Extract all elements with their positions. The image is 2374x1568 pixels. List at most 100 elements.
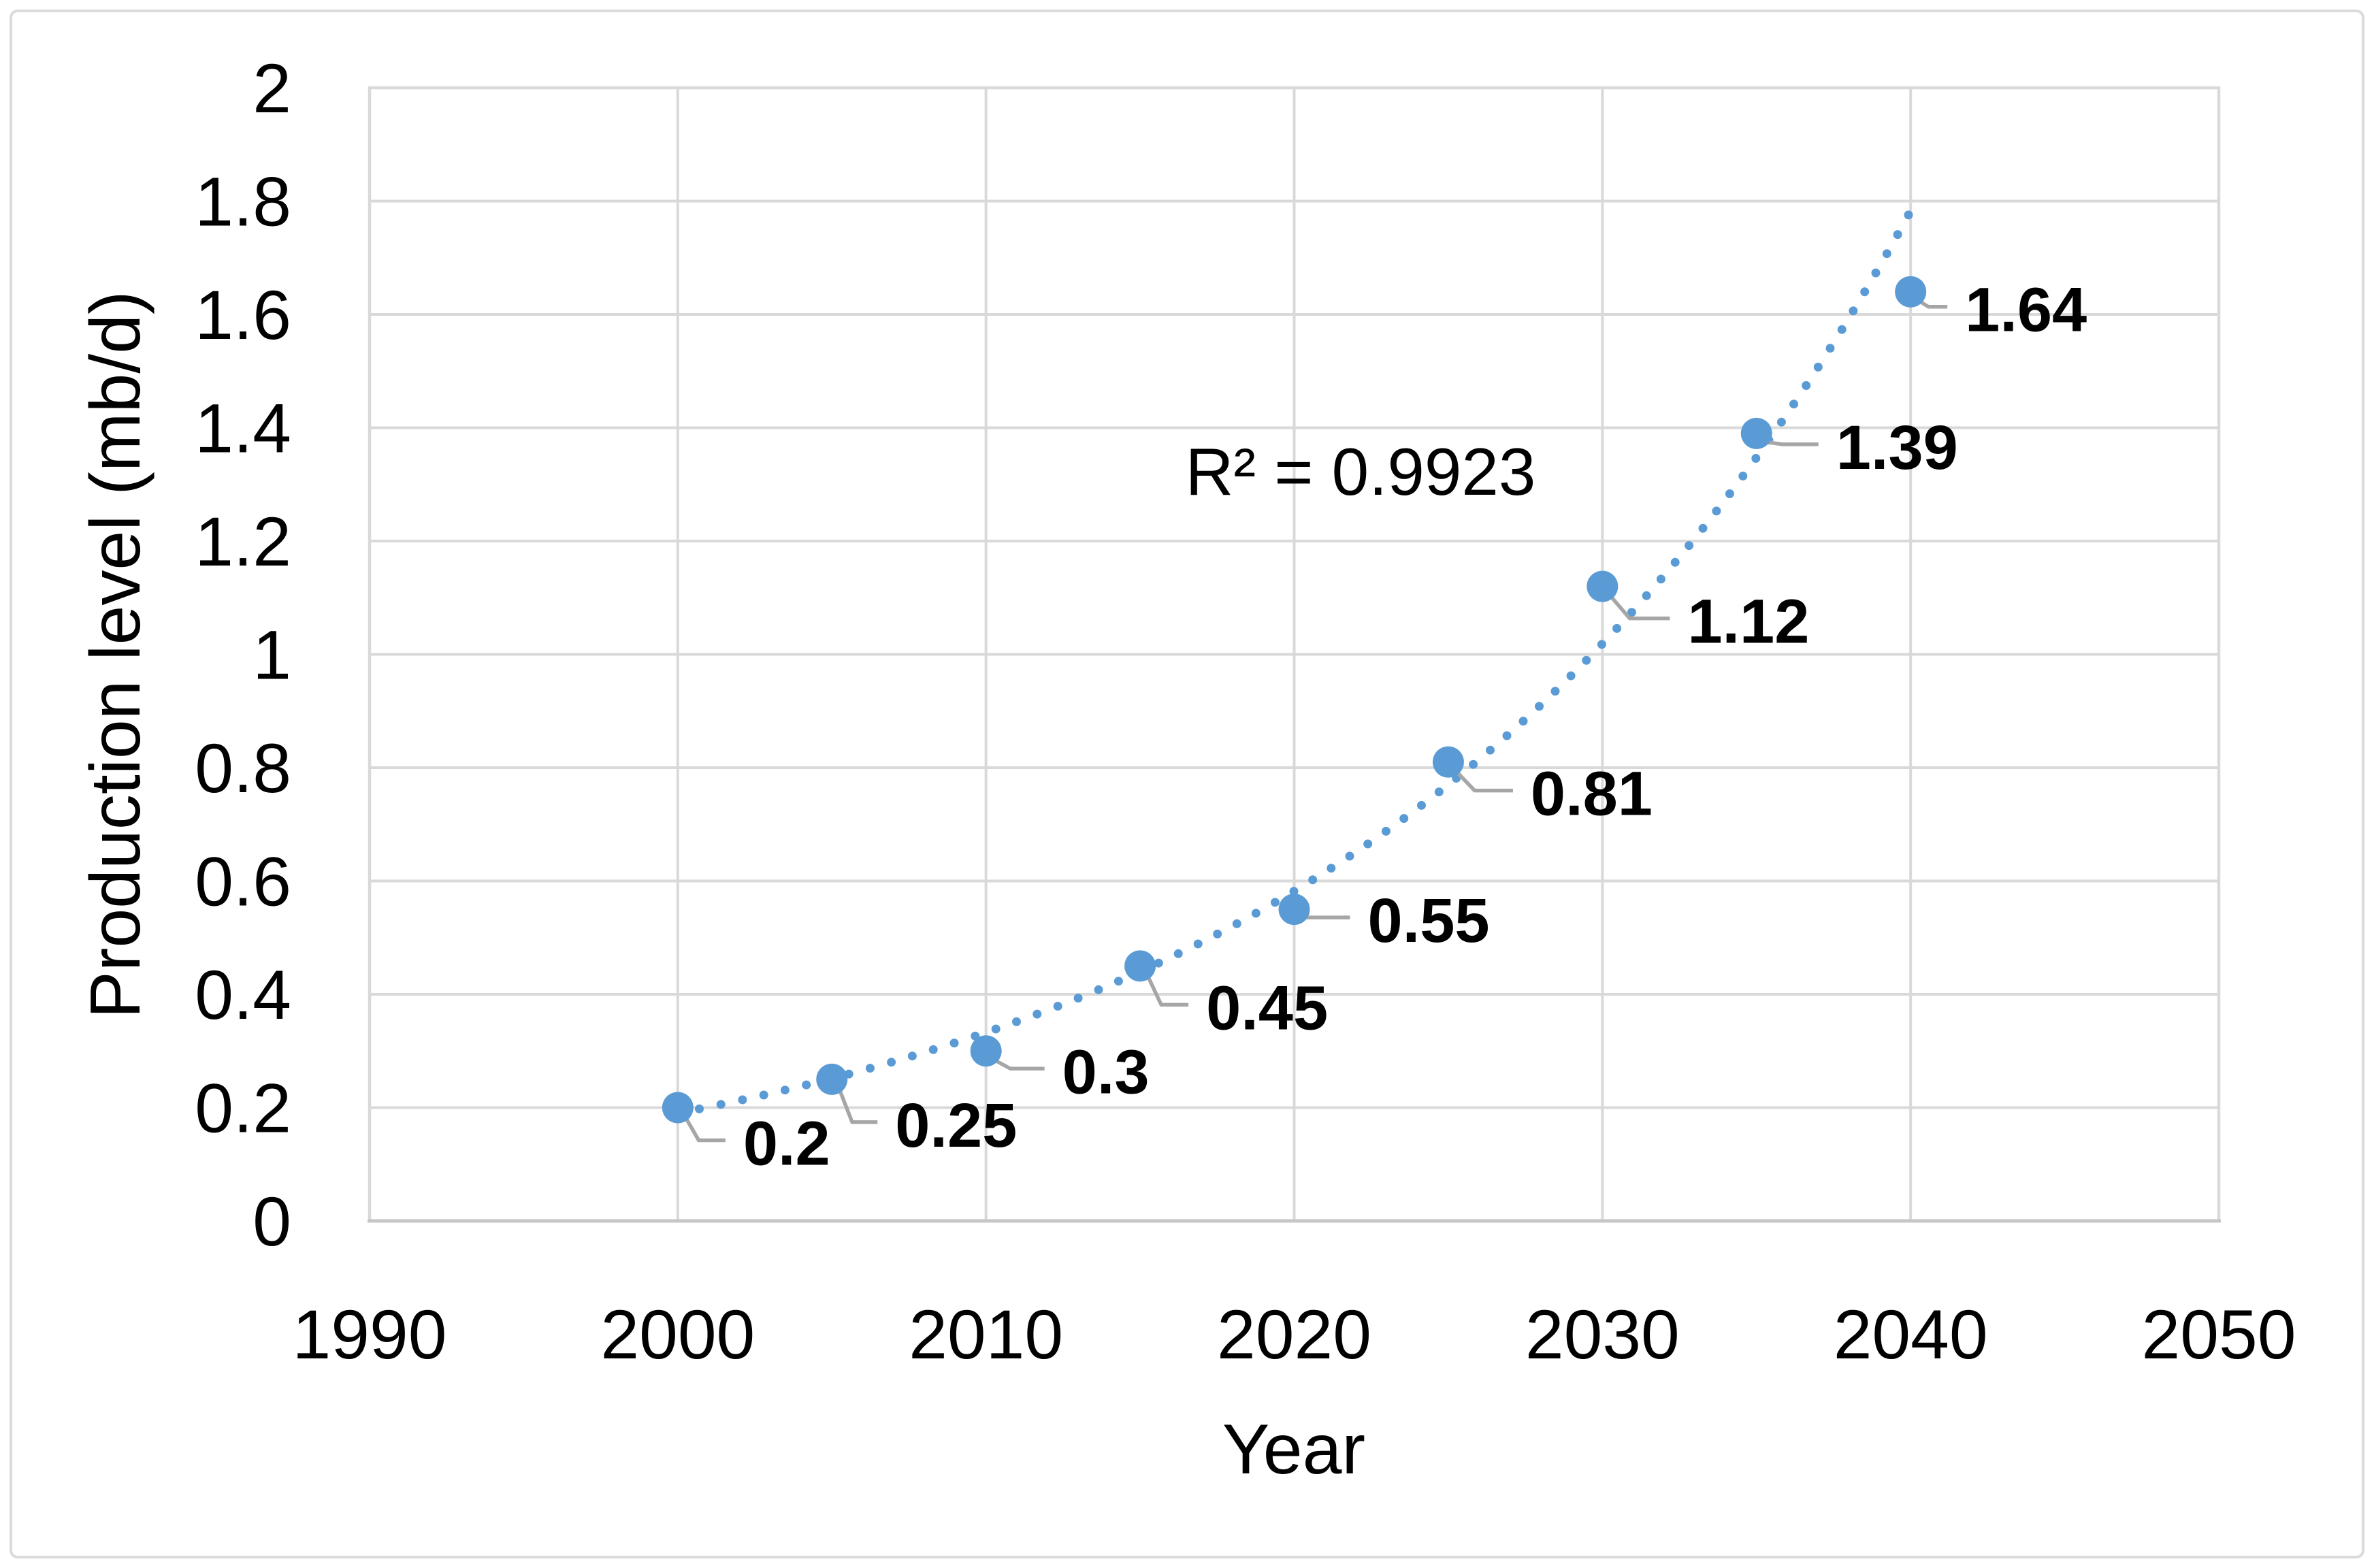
trendline-dot: [1802, 381, 1811, 390]
trendline-dot: [1685, 541, 1694, 551]
trendline-dot: [759, 1090, 768, 1100]
trendline-dot: [991, 1024, 1001, 1034]
trendline-dot: [1399, 814, 1409, 823]
trendline-dot: [1113, 977, 1123, 986]
data-label-2040: 1.64: [1965, 276, 2087, 345]
trendline-dot: [1518, 717, 1528, 726]
data-label-2005: 0.25: [895, 1091, 1017, 1160]
trendline-dot: [1251, 909, 1261, 918]
trendline-dot: [1837, 325, 1847, 334]
trendline-dot: [1825, 344, 1835, 353]
data-point-2000: [662, 1092, 694, 1124]
trendline-dot: [1566, 671, 1576, 681]
r-squared-annotation: R² = 0.9923: [1186, 434, 1536, 509]
trendline-dot: [1670, 557, 1680, 567]
trendline-dot: [1486, 745, 1495, 755]
data-label-leader-2005: [836, 1086, 878, 1124]
data-label-leader-2035: [1763, 440, 1819, 446]
trendline-dot: [1193, 939, 1203, 949]
trendline-dot: [1535, 702, 1544, 711]
data-label-2020: 0.55: [1368, 886, 1490, 956]
trendline-dot: [1345, 851, 1354, 861]
data-point-2010: [970, 1035, 1002, 1067]
data-label-2025: 0.81: [1531, 760, 1653, 829]
data-label-leader-2030: [1608, 593, 1670, 621]
trendline-dot: [780, 1085, 790, 1095]
data-label-2030: 1.12: [1687, 587, 1809, 657]
y-tick-label-1.8: 1.8: [195, 163, 291, 241]
trendline-dot: [1776, 417, 1786, 427]
data-label-2035: 1.39: [1836, 413, 1958, 483]
trendline-dot: [1904, 210, 1913, 220]
trendline-dot: [1502, 731, 1512, 740]
trendline-dot: [1612, 623, 1622, 633]
trendline-dot: [1597, 640, 1606, 649]
y-tick-label-0.6: 0.6: [195, 843, 291, 921]
trendline-dot: [1032, 1009, 1042, 1019]
trendline-dot: [1656, 574, 1665, 584]
trendline-dot: [1213, 929, 1222, 938]
trendline-dot: [1154, 958, 1163, 968]
trendline-dot: [1849, 306, 1858, 316]
figure-frame: [10, 10, 2364, 1558]
trendline-dot: [865, 1064, 875, 1073]
y-tick-label-1.2: 1.2: [195, 503, 291, 581]
trendline-dot: [1417, 800, 1426, 810]
data-point-2040: [1895, 276, 1927, 308]
trendline-dot: [1270, 898, 1280, 907]
trendline-dot: [1725, 489, 1734, 498]
trendline-dot: [1698, 523, 1708, 533]
trendline-dot: [1381, 826, 1391, 836]
data-point-2025: [1432, 746, 1464, 778]
trendline-dot: [1289, 887, 1299, 896]
trendline-dot: [1860, 287, 1870, 297]
trendline-dot: [1232, 919, 1241, 928]
trendline-dot: [1813, 362, 1823, 372]
trendline-dot: [1642, 591, 1651, 600]
trendline-dot: [1712, 506, 1721, 516]
data-label-2010: 0.3: [1062, 1037, 1150, 1107]
trendline-dot: [928, 1045, 938, 1054]
trendline-dot: [1738, 472, 1748, 480]
trendline-dot: [1073, 994, 1083, 1003]
trendline-dot: [1882, 249, 1891, 259]
trendline-dot: [1751, 454, 1761, 463]
data-label-2015: 0.45: [1206, 973, 1328, 1043]
trendline-dot: [1363, 839, 1373, 849]
x-axis-title: Year: [1222, 1410, 1365, 1489]
y-tick-label-0.8: 0.8: [195, 730, 291, 807]
trendline-dot: [1094, 985, 1103, 994]
data-point-2015: [1124, 950, 1156, 982]
y-tick-label-0.2: 0.2: [195, 1070, 291, 1147]
y-tick-label-1.6: 1.6: [195, 276, 291, 354]
data-point-2035: [1740, 417, 1772, 449]
trendline-dot: [1789, 399, 1798, 409]
trendline-dot: [1053, 1002, 1062, 1011]
trendline-dot: [907, 1051, 917, 1061]
y-tick-label-0: 0: [253, 1183, 291, 1260]
trendline-dot: [1469, 760, 1478, 769]
data-label-leader-2000: [683, 1115, 726, 1143]
trendline-dot: [1550, 687, 1560, 696]
data-label-leader-2015: [1145, 973, 1189, 1007]
trendline-dot: [949, 1039, 959, 1048]
trendline-dot: [716, 1100, 726, 1109]
y-tick-label-2: 2: [253, 50, 291, 127]
trendline-dot: [887, 1058, 896, 1067]
data-point-2020: [1278, 894, 1310, 926]
trendline-dot: [1582, 655, 1591, 665]
data-point-2005: [816, 1063, 848, 1095]
x-tick-label-2050: 2050: [2142, 1296, 2296, 1373]
trendline-dot: [1308, 875, 1318, 885]
x-tick-label-2040: 2040: [1834, 1296, 1988, 1373]
data-point-2030: [1587, 570, 1619, 602]
trendline-dot: [1893, 230, 1902, 240]
x-tick-label-2010: 2010: [909, 1296, 1063, 1373]
trendline-dot: [1173, 949, 1183, 958]
data-label-leader-2010: [992, 1057, 1045, 1071]
y-tick-label-1.4: 1.4: [195, 390, 291, 468]
data-label-2000: 0.2: [743, 1109, 830, 1179]
trendline-dot: [1012, 1017, 1021, 1026]
